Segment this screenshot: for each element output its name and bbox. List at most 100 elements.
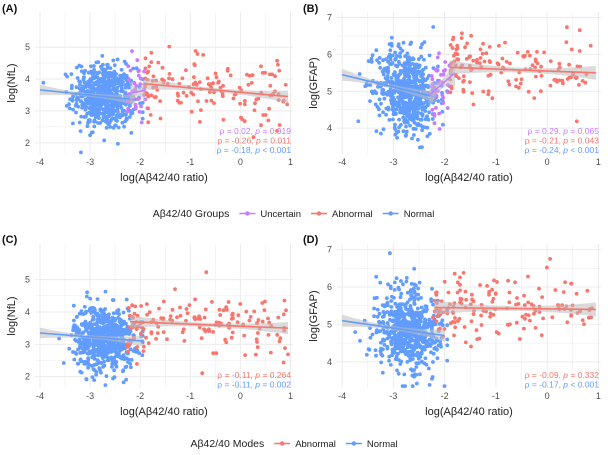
data-point-normal bbox=[436, 64, 440, 69]
data-point-abnormal bbox=[173, 287, 177, 291]
data-point-normal bbox=[427, 53, 432, 58]
data-point-normal bbox=[88, 133, 92, 138]
data-point-normal bbox=[414, 365, 419, 369]
data-point-normal bbox=[403, 348, 408, 352]
data-point-abnormal bbox=[149, 60, 154, 64]
data-point-normal bbox=[420, 124, 425, 129]
data-point-normal bbox=[435, 347, 439, 352]
data-point-normal bbox=[397, 104, 402, 109]
data-point-normal bbox=[423, 356, 428, 361]
data-point-abnormal bbox=[532, 96, 537, 100]
data-point-normal bbox=[377, 61, 381, 65]
data-point-normal bbox=[375, 58, 379, 63]
data-point-normal bbox=[140, 110, 145, 115]
data-point-abnormal bbox=[518, 337, 522, 341]
data-point-abnormal bbox=[205, 76, 210, 81]
data-point-abnormal bbox=[145, 302, 149, 306]
data-point-abnormal bbox=[138, 331, 143, 336]
data-point-abnormal bbox=[236, 313, 241, 318]
data-point-abnormal bbox=[561, 290, 566, 294]
data-point-abnormal bbox=[213, 71, 218, 76]
data-point-abnormal bbox=[448, 43, 453, 47]
data-point-normal bbox=[124, 102, 128, 107]
data-point-normal bbox=[379, 131, 383, 136]
data-point-uncertain bbox=[437, 127, 442, 131]
data-point-normal bbox=[419, 326, 424, 330]
data-point-normal bbox=[41, 80, 46, 85]
data-point-uncertain bbox=[135, 58, 140, 63]
data-point-abnormal bbox=[168, 314, 173, 318]
data-point-normal bbox=[410, 357, 415, 361]
data-point-normal bbox=[92, 368, 97, 373]
data-point-abnormal bbox=[526, 274, 530, 279]
data-point-normal bbox=[380, 88, 385, 93]
data-point-abnormal bbox=[142, 344, 146, 349]
data-point-normal bbox=[393, 132, 398, 137]
data-point-abnormal bbox=[486, 89, 491, 93]
data-point-normal bbox=[98, 320, 103, 325]
data-point-normal bbox=[408, 98, 412, 103]
data-point-abnormal bbox=[167, 44, 172, 49]
data-point-normal bbox=[88, 306, 93, 310]
data-point-abnormal bbox=[564, 40, 569, 45]
fit-line-abnormal bbox=[449, 66, 596, 74]
data-point-normal bbox=[110, 319, 115, 324]
data-point-uncertain bbox=[136, 69, 141, 74]
x-tick-label: -3 bbox=[389, 157, 397, 167]
data-point-normal bbox=[415, 102, 419, 107]
data-point-abnormal bbox=[145, 312, 150, 317]
data-point-normal bbox=[420, 128, 424, 133]
data-point-normal bbox=[83, 107, 88, 112]
data-point-normal bbox=[437, 322, 442, 326]
data-point-abnormal bbox=[452, 271, 457, 276]
data-point-normal bbox=[393, 122, 397, 127]
data-point-normal bbox=[112, 63, 117, 68]
data-point-normal bbox=[391, 313, 396, 317]
data-point-abnormal bbox=[242, 102, 247, 107]
data-point-abnormal bbox=[170, 77, 175, 82]
gridlines bbox=[35, 244, 293, 388]
data-point-normal bbox=[418, 336, 423, 340]
data-point-normal bbox=[423, 65, 428, 70]
y-tick-label: 6 bbox=[327, 49, 332, 59]
fit-line-normal bbox=[39, 332, 143, 342]
data-point-normal bbox=[397, 337, 402, 342]
data-point-abnormal bbox=[450, 46, 455, 50]
data-point-normal bbox=[381, 310, 386, 314]
data-point-normal bbox=[385, 300, 390, 305]
data-point-normal bbox=[412, 286, 416, 291]
data-point-normal bbox=[86, 70, 91, 75]
data-point-uncertain bbox=[132, 81, 137, 86]
data-point-abnormal bbox=[552, 78, 557, 82]
data-point-abnormal bbox=[454, 47, 459, 52]
data-point-abnormal bbox=[434, 290, 438, 295]
data-point-normal bbox=[89, 64, 93, 69]
panel-tag: (D) bbox=[303, 234, 319, 246]
data-point-uncertain bbox=[133, 106, 138, 111]
data-point-normal bbox=[377, 56, 382, 60]
y-tick-label: 5 bbox=[327, 86, 332, 96]
data-point-normal bbox=[427, 322, 432, 326]
data-point-normal bbox=[108, 342, 112, 347]
data-point-normal bbox=[441, 122, 445, 127]
data-point-normal bbox=[389, 98, 393, 102]
data-point-normal bbox=[82, 114, 87, 119]
data-point-normal bbox=[401, 40, 406, 45]
data-point-abnormal bbox=[134, 327, 139, 331]
data-point-abnormal bbox=[246, 82, 251, 87]
data-point-abnormal bbox=[503, 40, 507, 45]
data-point-normal bbox=[409, 95, 414, 99]
data-point-abnormal bbox=[139, 304, 144, 308]
data-point-normal bbox=[74, 110, 78, 115]
data-point-abnormal bbox=[179, 100, 183, 105]
fit-line-abnormal bbox=[130, 320, 289, 329]
data-point-normal bbox=[101, 325, 106, 329]
data-point-normal bbox=[381, 58, 385, 63]
data-point-abnormal bbox=[516, 85, 521, 90]
data-point-abnormal bbox=[259, 123, 263, 128]
data-point-abnormal bbox=[248, 315, 253, 319]
x-tick-label: 1 bbox=[288, 391, 293, 401]
data-point-abnormal bbox=[229, 335, 234, 340]
data-point-abnormal bbox=[125, 345, 130, 349]
data-point-abnormal bbox=[446, 290, 451, 295]
